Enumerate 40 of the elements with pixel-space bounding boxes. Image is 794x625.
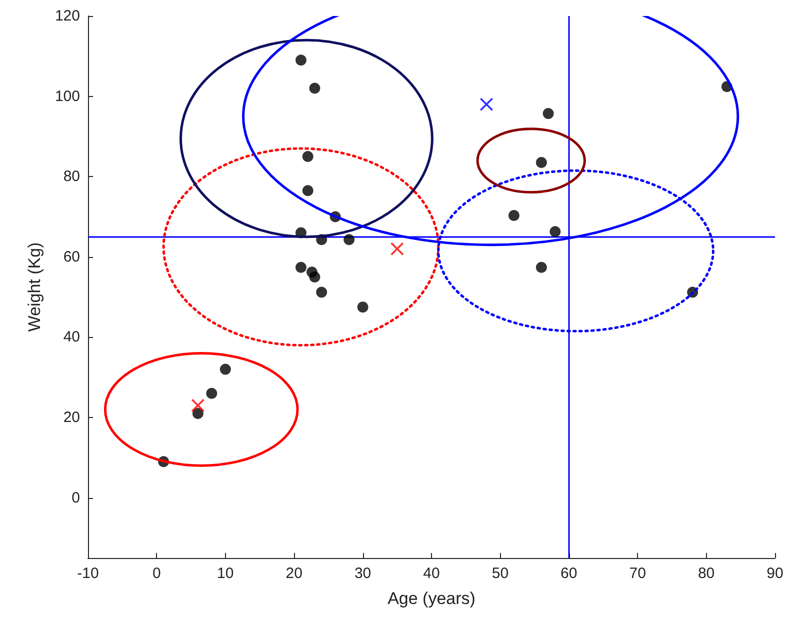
y-tick-label: 60 xyxy=(63,248,80,266)
x-tick-label: 90 xyxy=(766,565,784,582)
y-tick-label: 40 xyxy=(63,328,80,346)
point xyxy=(206,388,218,399)
point xyxy=(192,408,204,419)
x-tick-label: 70 xyxy=(629,565,646,582)
y-tick-label: 80 xyxy=(63,168,80,186)
point xyxy=(508,210,520,222)
x-tick-label: 0 xyxy=(152,565,161,582)
x-tick-label: 30 xyxy=(354,565,372,582)
x-axis-title: Age (years) xyxy=(388,589,476,608)
point xyxy=(309,82,320,94)
y-axis-title: Weight (Kg) xyxy=(25,242,44,332)
point xyxy=(191,398,204,412)
point xyxy=(302,151,314,162)
point xyxy=(542,108,554,120)
point xyxy=(295,54,306,66)
point xyxy=(316,286,328,298)
point xyxy=(302,185,314,196)
y-tick-label: 120 xyxy=(54,8,80,24)
y-tick-label: 0 xyxy=(72,489,80,506)
y-tick-label: 100 xyxy=(54,88,80,105)
point xyxy=(309,271,320,282)
x-tick-label: 40 xyxy=(423,565,440,582)
point xyxy=(550,226,561,238)
x-tick-label: 20 xyxy=(286,565,302,582)
point xyxy=(390,242,404,256)
x-tick-label: 80 xyxy=(698,565,715,582)
x-tick-label: 50 xyxy=(492,565,509,582)
point xyxy=(536,262,547,273)
point xyxy=(220,364,231,375)
point xyxy=(295,262,306,273)
x-tick-label: 60 xyxy=(560,565,578,582)
point xyxy=(536,157,547,168)
x-tick-label: 10 xyxy=(217,565,234,582)
point xyxy=(480,98,493,111)
point xyxy=(344,234,355,246)
x-tick-label: -10 xyxy=(77,565,99,582)
point xyxy=(357,302,368,313)
y-tick-label: 20 xyxy=(63,408,80,426)
